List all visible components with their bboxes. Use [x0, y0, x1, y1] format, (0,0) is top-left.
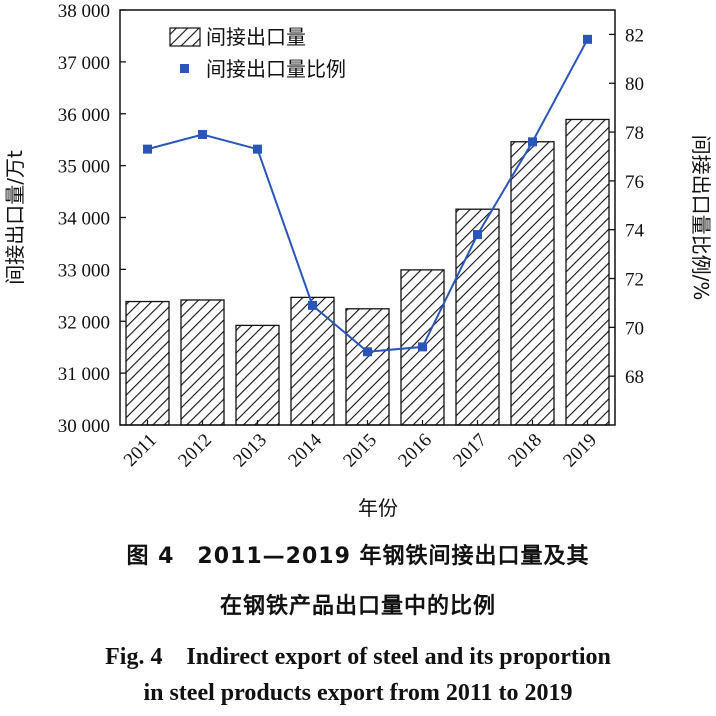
x-tick-label: 2018 [504, 430, 546, 472]
y-tick-label: 38 000 [58, 1, 110, 22]
bar-2013 [235, 324, 280, 426]
y-tick-label: 33 000 [58, 260, 110, 281]
point-2011 [143, 144, 152, 154]
y-tick-label: 31 000 [58, 364, 110, 385]
x-axis-title: 年份 [358, 496, 398, 520]
caption-en-line-2: in steel products export from 2011 to 20… [143, 680, 573, 706]
x-tick-label: 2013 [229, 430, 271, 472]
y2-tick-label: 76 [625, 172, 644, 193]
point-2016 [418, 342, 427, 352]
x-tick-label: 2014 [284, 429, 326, 471]
y2-tick-label: 68 [625, 367, 644, 388]
point-2012 [198, 130, 207, 139]
x-tick-label: 2011 [120, 430, 161, 471]
y-tick-label: 30 000 [58, 416, 110, 437]
caption-en-line-1: Fig. 4 Indirect export of steel and its … [105, 644, 611, 670]
legend-swatch-bars [169, 27, 201, 47]
line-series [143, 34, 592, 357]
point-2013 [253, 144, 262, 154]
bar-2015 [345, 308, 390, 426]
x-tick-label: 2015 [339, 430, 381, 472]
y2-tick-label: 80 [625, 74, 644, 95]
bar-2012 [180, 299, 225, 426]
y2-tick-label: 78 [625, 123, 644, 144]
y2-tick-label: 74 [625, 221, 645, 242]
bar-series [125, 118, 610, 426]
x-tick-label: 2016 [394, 430, 436, 472]
y-tick-label: 32 000 [58, 312, 110, 333]
y-tick-label: 34 000 [58, 209, 110, 230]
bar-2017 [455, 208, 500, 426]
y-tick-label: 35 000 [58, 157, 110, 178]
y2-tick-label: 82 [625, 25, 644, 46]
x-tick-label: 2019 [559, 430, 601, 472]
y-tick-label: 37 000 [58, 53, 110, 74]
point-2014 [308, 300, 317, 310]
x-tick-label: 2012 [174, 430, 216, 472]
bar-2011 [125, 300, 170, 426]
chart: 30 000 31 000 32 000 33 000 34 000 35 000 36 0… [3, 1, 713, 520]
bar-2019 [565, 118, 610, 426]
caption-cn-line-2: 在钢铁产品出口量中的比例 [219, 594, 496, 619]
y2-tick-label: 72 [625, 270, 644, 291]
point-2019 [583, 34, 592, 44]
y2-axis-title: 间接出口量比例/% [689, 135, 713, 301]
legend-label-bars: 间接出口量 [206, 25, 306, 49]
caption-cn-line-1: 图 4 2011—2019 年钢铁间接出口量及其 [126, 544, 590, 569]
point-2015 [363, 347, 372, 357]
y-axis-title: 间接出口量/万t [3, 150, 27, 285]
y-tick-label: 36 000 [58, 105, 110, 126]
legend-swatch-line [180, 64, 189, 73]
point-2017 [473, 230, 482, 240]
bar-2018 [510, 141, 555, 426]
bar-2014 [290, 296, 335, 426]
y2-tick-label: 70 [625, 318, 644, 339]
x-tick-label: 2017 [449, 430, 491, 472]
point-2018 [528, 137, 537, 147]
legend-label-line: 间接出口量比例 [206, 57, 346, 81]
